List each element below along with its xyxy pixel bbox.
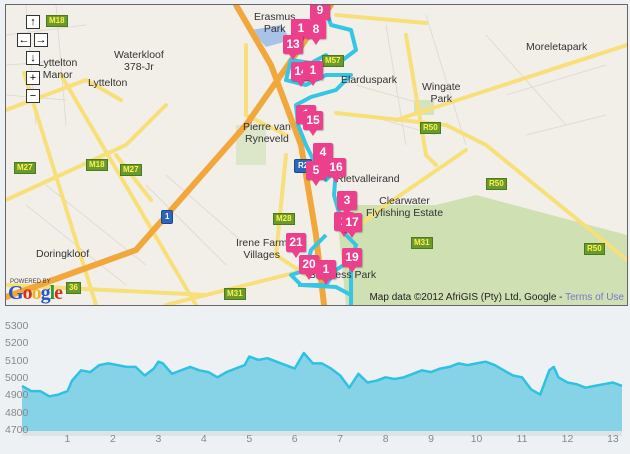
x-tick-label: 11	[516, 433, 528, 445]
y-tick-label: 5100	[5, 354, 29, 367]
x-tick-label: 12	[561, 433, 574, 445]
powered-by-label: POWERED BY	[10, 279, 51, 285]
y-tick-label: 4800	[5, 406, 29, 419]
x-tick-label: 2	[109, 433, 116, 445]
place-label: Elarduspark	[341, 74, 398, 86]
route-marker[interactable]: 15	[303, 111, 323, 136]
road-shield: M28	[273, 213, 295, 225]
road-shield: 36	[66, 282, 81, 294]
place-label: Waterkloof 378-Jr	[114, 49, 164, 73]
place-label: Lyttelton Manor	[38, 57, 78, 81]
pan-left-button[interactable]: ←	[17, 33, 31, 47]
place-label: Clearwater Flyfishing Estate	[366, 195, 444, 219]
place-label: Lyttelton	[88, 77, 128, 89]
road-shield: M31	[411, 237, 433, 249]
x-tick-label: 6	[291, 433, 298, 445]
route-marker[interactable]: 3	[337, 191, 357, 216]
elevation-chart[interactable]: 5300 5200 5100 5000 4900 4800 4700 1 2 3 4 5 6 7 8 9 10…	[0, 313, 630, 449]
terms-of-use-link[interactable]: Terms of Use	[565, 292, 624, 303]
pan-right-button[interactable]: →	[34, 33, 48, 47]
place-label: Rietvalleirand	[336, 173, 400, 185]
road-shield: R50	[420, 122, 441, 134]
x-tick-label: 8	[382, 433, 389, 445]
place-label: Doringkloof	[36, 248, 90, 260]
route-marker[interactable]: 1	[316, 260, 336, 285]
road-shield: R50	[584, 243, 605, 255]
y-tick-label: 4700	[5, 424, 29, 436]
place-label: Irene Farm Villages	[236, 237, 288, 261]
elevation-line	[21, 351, 623, 398]
route-marker[interactable]: 1	[303, 61, 323, 86]
x-tick-label: 1	[64, 433, 71, 445]
road-shield: R50	[486, 178, 507, 190]
place-label: Pierre van Ryneveld	[243, 121, 291, 145]
zoom-out-button[interactable]: −	[26, 89, 40, 103]
google-logo[interactable]: Google	[8, 282, 63, 304]
place-label: Moreletapark	[526, 41, 588, 53]
map-tiles	[6, 5, 627, 305]
route-marker[interactable]: 9	[310, 5, 330, 26]
x-tick-label: 5	[246, 433, 253, 445]
x-tick-label: 13	[607, 433, 619, 445]
route-marker[interactable]: 8	[306, 20, 326, 45]
map-attribution: Map data ©2012 AfriGIS (Pty) Ltd, Google…	[369, 292, 624, 303]
x-tick-label: 7	[337, 433, 344, 445]
road-shield: M27	[120, 164, 142, 176]
y-tick-label: 5300	[5, 320, 29, 332]
route-marker[interactable]: 5	[306, 161, 326, 186]
x-tick-label: 10	[470, 433, 483, 445]
route-map[interactable]: Erasmus Park Waterkloof 378-Jr Lyttelton Mano…	[5, 4, 628, 306]
y-tick-label: 4900	[5, 389, 29, 402]
y-tick-label: 5000	[5, 372, 29, 384]
x-tick-label: 3	[155, 433, 162, 445]
elevation-area-plot	[21, 351, 623, 436]
pan-down-button[interactable]: ↓	[26, 51, 40, 65]
attribution-text: Map data ©2012 AfriGIS (Pty) Ltd, Google…	[369, 292, 566, 303]
road-shield: M18	[46, 15, 68, 27]
road-shield: M18	[86, 159, 108, 171]
place-label: Erasmus Park	[254, 11, 296, 35]
zoom-in-button[interactable]: +	[26, 71, 40, 85]
elevation-area	[22, 353, 622, 431]
y-tick-label: 5200	[5, 337, 29, 350]
x-tick-label: 4	[200, 433, 207, 445]
route-marker[interactable]: 16	[326, 158, 346, 183]
route-marker[interactable]: 20	[299, 255, 319, 280]
road-shield: 1	[161, 210, 174, 224]
route-marker[interactable]: 13	[283, 35, 303, 60]
road-shield: M27	[14, 162, 36, 174]
route-marker[interactable]: 17	[342, 213, 362, 238]
pan-up-button[interactable]: ↑	[26, 15, 40, 29]
x-tick-label: 9	[428, 433, 434, 445]
road-shield: M57	[322, 55, 344, 67]
route-marker[interactable]: 19	[342, 248, 362, 273]
route-marker[interactable]: 21	[286, 233, 306, 258]
road-shield: M31	[224, 288, 246, 300]
place-label: Wingate Park	[422, 81, 461, 105]
